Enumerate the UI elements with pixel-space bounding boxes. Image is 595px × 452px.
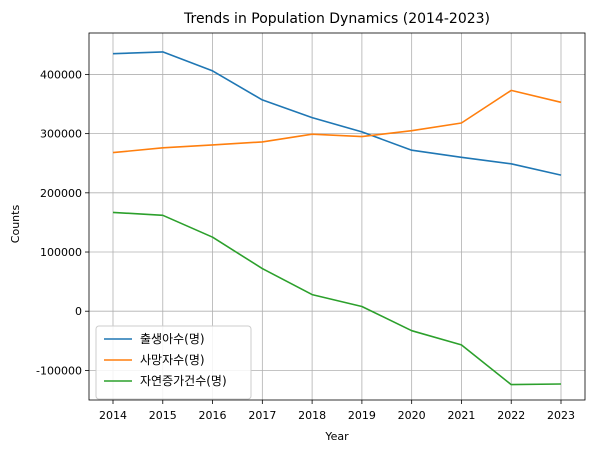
x-tick-label: 2018: [298, 409, 326, 422]
x-tick-label: 2019: [348, 409, 376, 422]
x-tick-label: 2021: [447, 409, 475, 422]
y-tick-label: 200000: [40, 187, 82, 200]
y-tick-label: 400000: [40, 68, 82, 81]
plot-frame: [88, 32, 586, 401]
x-tick-label: 2020: [398, 409, 426, 422]
series-layer: [112, 51, 562, 386]
y-tick-label: 0: [75, 305, 82, 318]
x-tick-label: 2017: [248, 409, 276, 422]
y-tick-label: 300000: [40, 128, 82, 141]
x-tick-label: 2016: [199, 409, 227, 422]
legend-box: [95, 325, 252, 400]
x-tick-label: 2014: [99, 409, 127, 422]
legend-label: 출생아수(명): [140, 332, 205, 346]
chart-title: Trends in Population Dynamics (2014-2023…: [183, 11, 490, 27]
x-tick-label: 2023: [547, 409, 575, 422]
legend-label: 사망자수(명): [140, 353, 205, 367]
x-tick-label: 2022: [497, 409, 525, 422]
ticks-layer: 2014 2015 2016 2017 2018 2019 2020 2021 2022 2023…: [36, 68, 575, 422]
series-line-1: [112, 51, 562, 176]
legend-label: 자연증가건수(명): [140, 374, 227, 388]
y-axis-label: Counts: [9, 205, 22, 244]
legend: 출생아수(명) 사망자수(명) 자연증가건수(명): [95, 325, 252, 400]
series-line-3: [112, 211, 562, 386]
x-axis-label: Year: [324, 430, 349, 443]
y-tick-label: 100000: [40, 246, 82, 259]
x-tick-label: 2015: [149, 409, 177, 422]
series-line-2: [112, 89, 562, 154]
y-tick-label: -100000: [36, 364, 82, 377]
